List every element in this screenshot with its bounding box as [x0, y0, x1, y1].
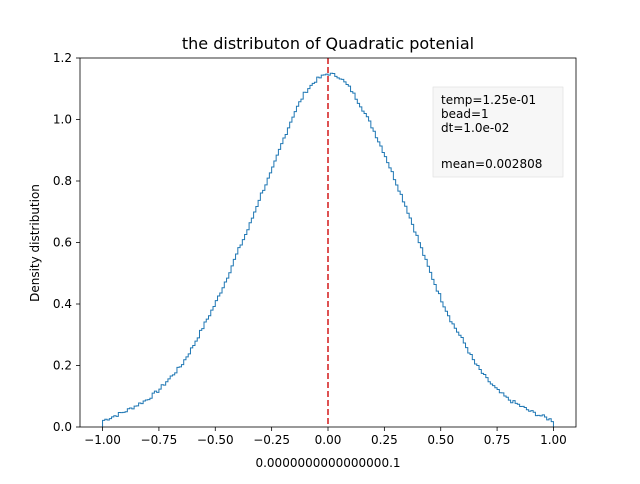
plot-content	[102, 58, 554, 427]
annotation-line: temp=1.25e-01	[441, 93, 536, 107]
y-tick-label: 1.0	[53, 113, 72, 127]
annotation-background	[432, 86, 564, 178]
x-tick-label: 0.50	[427, 433, 454, 447]
y-tick-label: 0.0	[53, 420, 72, 434]
y-tick-label: 1.2	[53, 51, 72, 65]
x-axis-label: 0.0000000000000000.1	[255, 456, 400, 470]
annotation-line: dt=1.0e-02	[441, 121, 509, 135]
x-tick-label: −0.75	[141, 433, 178, 447]
chart-title: the distributon of Quadratic potenial	[182, 34, 474, 53]
x-tick-label: 0.25	[371, 433, 398, 447]
annotation-line: bead=1	[441, 107, 489, 121]
x-tick-label: 0.75	[484, 433, 511, 447]
annotation-line: mean=0.002808	[441, 157, 542, 171]
y-tick-label: 0.8	[53, 174, 72, 188]
x-tick-label: 0.00	[315, 433, 342, 447]
x-tick-label: 1.00	[540, 433, 567, 447]
x-tick-label: −0.25	[253, 433, 290, 447]
x-axis: −1.00 −0.75 −0.50 −0.25 0.00 0.25 0.50 0.75 1.00	[84, 427, 567, 447]
histogram-series	[102, 72, 554, 427]
annotation-box: temp=1.25e-01 bead=1 dt=1.0e-02 mean=0.0…	[432, 86, 564, 178]
x-tick-label: −1.00	[84, 433, 121, 447]
y-axis-label: Density distribution	[28, 184, 42, 302]
x-tick-label: −0.50	[197, 433, 234, 447]
y-tick-label: 0.2	[53, 359, 72, 373]
y-tick-label: 0.6	[53, 236, 72, 250]
y-axis: 0.0 0.2 0.4 0.6 0.8 1.0 1.2	[53, 51, 80, 434]
y-tick-label: 0.4	[53, 297, 72, 311]
